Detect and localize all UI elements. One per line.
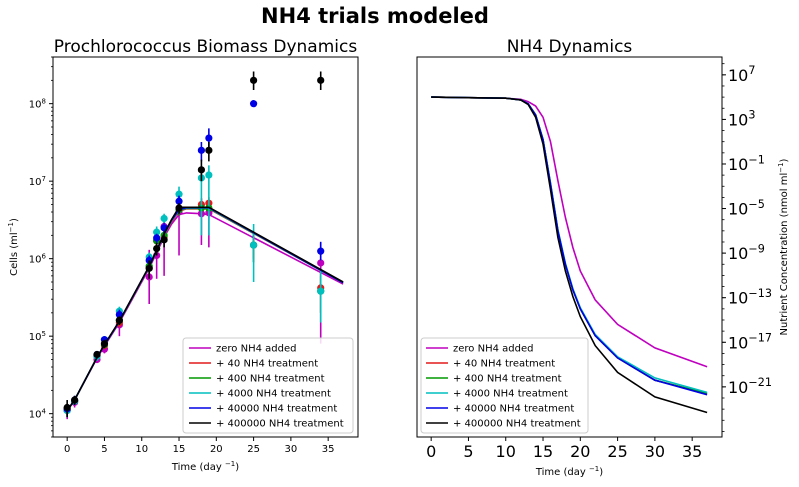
legend-label: + 400 NH4 treatment xyxy=(216,374,325,385)
y-tick-label: 104 xyxy=(29,407,47,420)
legend-label: + 40 NH4 treatment xyxy=(453,359,555,370)
x-axis-label: Time (day −1​) xyxy=(171,460,239,473)
legend-label: + 40000 NH4 treatment xyxy=(216,404,337,415)
y-tick-label: 10−1 xyxy=(728,153,765,174)
legend-label: zero NH4 added xyxy=(216,344,296,355)
data-point xyxy=(205,146,213,154)
data-point xyxy=(115,316,123,324)
series-line-0 xyxy=(431,96,708,368)
series-line-5 xyxy=(431,96,708,414)
y-tick-label: 10−17 xyxy=(728,332,772,353)
chart-title: Prochlorococcus Biomass Dynamics xyxy=(54,37,358,57)
data-point xyxy=(317,247,325,255)
x-tick-label: 0 xyxy=(426,442,436,461)
data-point xyxy=(205,171,213,179)
data-point xyxy=(175,204,183,212)
legend-label: + 4000 NH4 treatment xyxy=(216,389,331,400)
legend: zero NH4 added + 40 NH4 treatment + 400 … xyxy=(182,337,354,434)
data-point xyxy=(249,100,258,108)
data-point xyxy=(175,197,183,205)
legend-box xyxy=(420,337,589,434)
x-tick-label: 0 xyxy=(64,444,70,455)
figure-suptitle: NH4 trials modeled xyxy=(261,4,489,28)
legend: zero NH4 added + 40 NH4 treatment + 400 … xyxy=(420,337,589,434)
data-point xyxy=(63,403,71,412)
y-tick-label: 10−5 xyxy=(728,198,765,219)
y-tick-label: 10−9 xyxy=(728,242,765,263)
plot-frame xyxy=(52,56,359,438)
legend-label: + 400 NH4 treatment xyxy=(453,374,562,385)
data-point xyxy=(160,236,168,244)
x-tick-label: 25 xyxy=(607,442,627,461)
data-point xyxy=(93,350,101,359)
data-point xyxy=(317,287,325,295)
data-point xyxy=(197,146,205,154)
x-tick-label: 20 xyxy=(210,444,223,455)
data-point xyxy=(160,214,168,223)
legend-label: + 4000 NH4 treatment xyxy=(453,389,568,400)
data-point xyxy=(197,166,205,174)
x-tick-label: 20 xyxy=(570,442,590,461)
x-tick-label: 35 xyxy=(682,442,702,461)
x-tick-label: 5 xyxy=(463,442,473,461)
data-point xyxy=(317,259,325,267)
x-tick-label: 30 xyxy=(645,442,665,461)
legend-label: + 400000 NH4 treatment xyxy=(453,419,581,430)
y-axis-label: Cells (ml−1​) xyxy=(7,218,20,276)
x-tick-label: 15 xyxy=(533,442,553,461)
legend-box xyxy=(182,337,354,434)
x-tick-label: 10 xyxy=(135,444,148,455)
data-point xyxy=(249,241,258,249)
legend-label: zero NH4 added xyxy=(453,344,533,355)
data-point xyxy=(100,340,109,348)
x-tick-label: 10 xyxy=(496,442,516,461)
x-axis-label: Time (day −1​) xyxy=(535,465,603,478)
x-tick-label: 5 xyxy=(101,444,107,455)
legend-label: + 40 NH4 treatment xyxy=(216,359,318,370)
data-point xyxy=(153,228,161,236)
legend-label: + 400000 NH4 treatment xyxy=(216,419,344,430)
data-point xyxy=(153,234,161,242)
x-tick-label: 15 xyxy=(173,444,186,455)
y-tick-label: 106 xyxy=(29,252,47,265)
legend-label: + 40000 NH4 treatment xyxy=(453,404,574,415)
nh4-chart: NH4 Dynamics 0 5 10 15 20 25 30 35 107 103 10−1 10−5… xyxy=(416,37,790,478)
data-point xyxy=(205,134,213,142)
data-point xyxy=(317,76,325,84)
chart-title: NH4 Dynamics xyxy=(507,37,633,57)
x-tick-label: 30 xyxy=(285,444,298,455)
y-tick-label: 105 xyxy=(29,330,46,343)
data-point xyxy=(145,264,153,272)
data-point xyxy=(153,244,161,253)
y-tick-label: 10−21 xyxy=(728,376,772,397)
data-point xyxy=(175,190,183,198)
y-tick-label: 107 xyxy=(29,175,46,188)
series-5 xyxy=(63,71,344,418)
data-point xyxy=(249,76,258,84)
plot-frame xyxy=(416,56,723,438)
x-tick-label: 35 xyxy=(322,444,335,455)
y-tick-label: 10−13 xyxy=(728,287,772,308)
y-tick-label: 107 xyxy=(728,64,755,85)
biomass-chart: Prochlorococcus Biomass Dynamics 0 5 10 15 20… xyxy=(7,37,359,473)
y-tick-label: 103 xyxy=(728,109,755,130)
x-tick-label: 25 xyxy=(247,444,260,455)
data-point xyxy=(71,396,79,404)
y-tick-label: 108 xyxy=(29,97,46,110)
y-axis-label: Nutrient Concentration (nmol ml−1​) xyxy=(777,158,790,335)
